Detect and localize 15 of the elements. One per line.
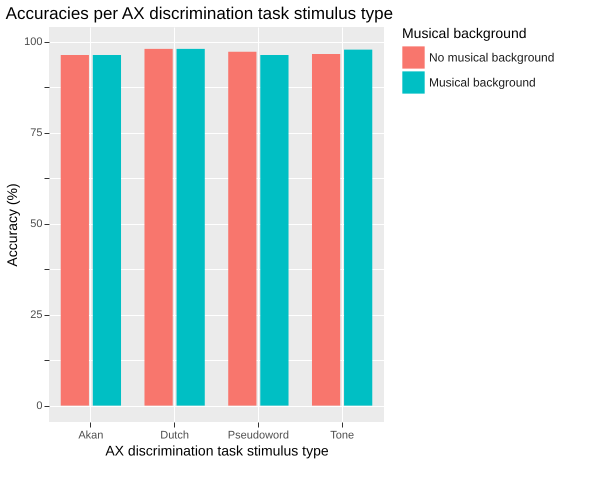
legend-title: Musical background [402,25,527,41]
legend-label: Musical background [429,76,536,90]
x-tick-label: Tone [330,430,354,442]
y-tick-label: 0 [36,400,42,412]
y-tick-label: 100 [24,36,42,48]
x-tick-label: Pseudoword [228,430,289,442]
y-tick-label: 25 [30,309,42,322]
y-tick-label: 50 [30,218,42,230]
chart-title: Accuracies per AX discrimination task stimulus type [6,4,394,23]
x-tick-label: Dutch [160,430,189,442]
y-axis-title: Accuracy (%) [4,183,20,267]
legend-label: No musical background [429,50,554,64]
x-axis-title: AX discrimination task stimulus type [105,442,329,458]
x-tick-label: Akan [78,430,104,442]
y-tick-label: 75 [30,127,42,140]
